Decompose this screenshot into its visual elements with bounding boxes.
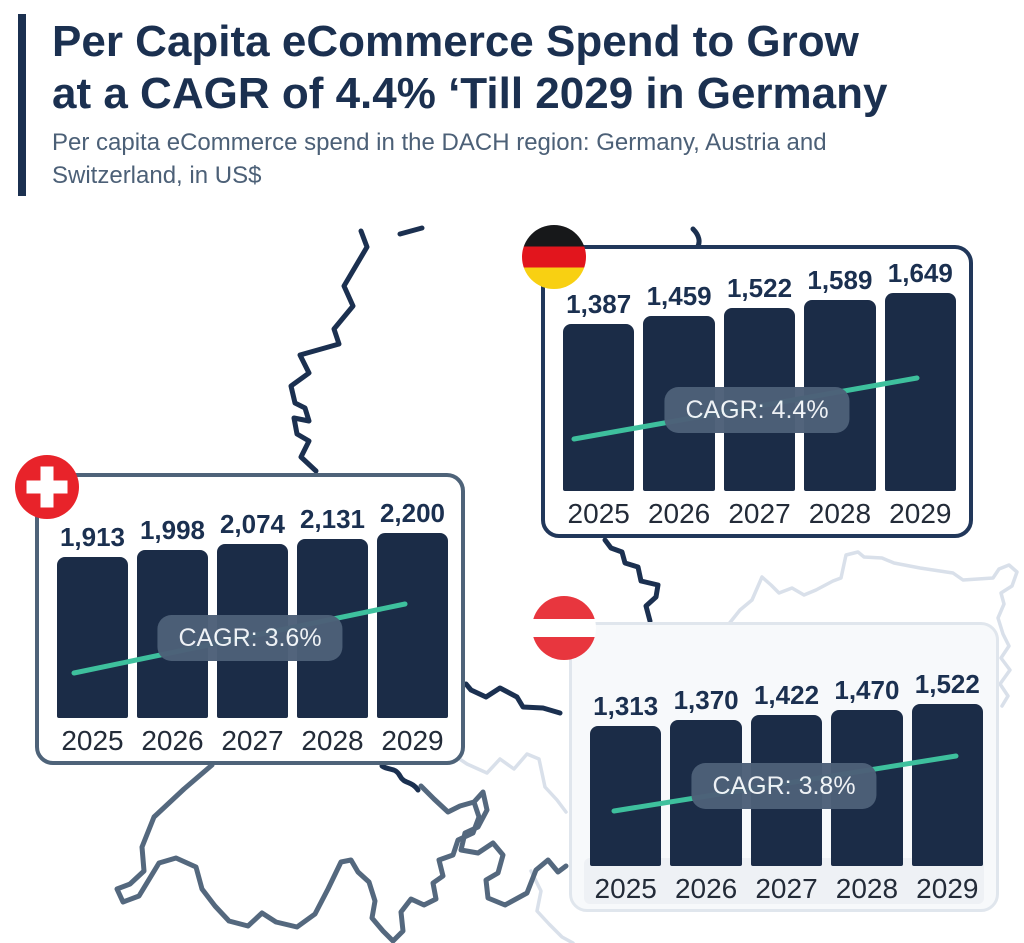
switzerland-chart-card: 1,913 2025 1,998 2026 2,074 2027 2,131 2028 2,20… — [15, 455, 465, 765]
germany-cagr-badge: CAGR: 4.4% — [664, 387, 850, 433]
bar-value-label: 1,522 — [726, 273, 793, 303]
bar-column-2029: 1,649 2029 — [884, 258, 957, 529]
germany-chart-card: 1,387 2025 1,459 2026 1,522 2027 1,589 2028 1,64… — [522, 225, 973, 538]
switzerland-cagr-badge: CAGR: 3.6% — [157, 615, 343, 661]
bar-value-label: 1,370 — [673, 685, 739, 715]
bar-column-2029: 1,522 2029 — [911, 669, 984, 904]
bar — [563, 324, 635, 491]
germany-flag-icon — [522, 225, 586, 289]
bar-year-label: 2028 — [835, 873, 899, 904]
bar-value-label: 2,200 — [379, 498, 446, 528]
bar-value-label: 1,649 — [887, 258, 953, 288]
page-title-line-1: Per Capita eCommerce Spend to Grow — [52, 17, 859, 66]
bar-year-label: 2029 — [381, 725, 444, 756]
bar-year-label: 2025 — [567, 498, 630, 529]
bar-column-2025: 1,913 2025 — [57, 524, 128, 755]
bar-value-label: 1,998 — [139, 515, 206, 545]
title-accent-bar — [18, 14, 26, 196]
bar-year-label: 2027 — [728, 498, 791, 529]
bar-year-label: 2028 — [808, 498, 872, 529]
bar-year-label: 2025 — [594, 873, 657, 904]
bar-year-label: 2027 — [221, 725, 284, 756]
bar-year-label: 2026 — [141, 725, 204, 756]
bar-year-label: 2026 — [647, 498, 711, 529]
austria-cagr-badge: CAGR: 3.8% — [691, 763, 877, 809]
austria-flag-icon — [532, 596, 596, 660]
bar-value-label: 1,387 — [566, 289, 632, 319]
bar-value-label: 1,422 — [753, 680, 820, 710]
page-subtitle: Per capita eCommerce spend in the DACH r… — [52, 129, 827, 190]
bar-value-label: 1,459 — [646, 281, 712, 311]
bar-value-label: 1,589 — [807, 265, 873, 295]
bar-year-label: 2029 — [916, 873, 979, 904]
bar-year-label: 2029 — [889, 498, 952, 529]
page-title-line-2: at a CAGR of 4.4% ‘Till 2029 in Germany — [52, 68, 888, 118]
bar-column-2025: 1,313 2025 — [590, 691, 662, 904]
switzerland-flag-icon — [15, 455, 79, 519]
bar — [590, 726, 662, 866]
bar-year-label: 2028 — [301, 725, 364, 756]
bar-column-2029: 2,200 2029 — [377, 500, 448, 755]
bar-value-label: 1,522 — [914, 669, 980, 699]
bar — [377, 533, 448, 718]
bar-column-2025: 1,387 2025 — [563, 289, 635, 529]
bar-year-label: 2025 — [61, 725, 124, 756]
bar-value-label: 2,074 — [219, 509, 286, 539]
page-title: Per Capita eCommerce Spend to Grow at a … — [52, 16, 1002, 120]
bar-year-label: 2027 — [755, 873, 818, 904]
bar — [57, 557, 128, 718]
bar-value-label: 1,913 — [59, 522, 126, 552]
bar — [911, 704, 984, 866]
bar-year-label: 2026 — [674, 873, 738, 904]
switzerland-outline-path — [114, 762, 569, 943]
bar-value-label: 1,313 — [593, 691, 659, 721]
bar-value-label: 2,131 — [299, 504, 366, 534]
austria-chart-card: 1,313 2025 1,370 2026 1,422 2027 1,470 2028 1,52… — [532, 596, 999, 912]
bar-value-label: 1,470 — [834, 675, 900, 705]
bar — [884, 293, 957, 491]
